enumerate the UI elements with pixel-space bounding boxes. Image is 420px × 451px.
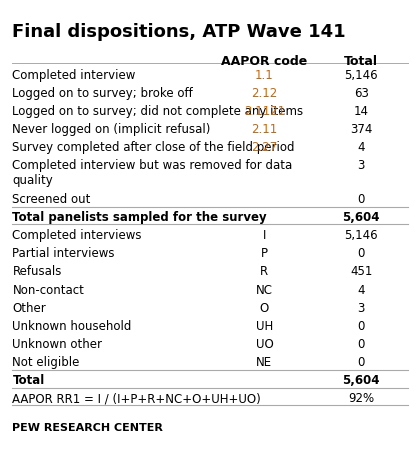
- Text: 5,604: 5,604: [342, 373, 380, 387]
- Text: UO: UO: [255, 337, 273, 350]
- Text: Other: Other: [13, 301, 46, 314]
- Text: AAPOR code: AAPOR code: [221, 55, 307, 68]
- Text: Total: Total: [13, 373, 45, 387]
- Text: 1.1: 1.1: [255, 69, 274, 82]
- Text: NE: NE: [256, 355, 273, 368]
- Text: 4: 4: [357, 141, 365, 154]
- Text: Unknown household: Unknown household: [13, 319, 132, 332]
- Text: 0: 0: [357, 319, 365, 332]
- Text: NC: NC: [256, 283, 273, 296]
- Text: PEW RESEARCH CENTER: PEW RESEARCH CENTER: [13, 423, 163, 433]
- Text: 0: 0: [357, 337, 365, 350]
- Text: 2.11: 2.11: [251, 123, 278, 136]
- Text: UH: UH: [256, 319, 273, 332]
- Text: O: O: [260, 301, 269, 314]
- Text: Screened out: Screened out: [13, 193, 91, 206]
- Text: 14: 14: [354, 105, 369, 118]
- Text: AAPOR RR1 = I / (I+P+R+NC+O+UH+UO): AAPOR RR1 = I / (I+P+R+NC+O+UH+UO): [13, 391, 261, 405]
- Text: 3: 3: [357, 159, 365, 172]
- Text: 0: 0: [357, 355, 365, 368]
- Text: I: I: [263, 229, 266, 242]
- Text: Non-contact: Non-contact: [13, 283, 84, 296]
- Text: 451: 451: [350, 265, 373, 278]
- Text: R: R: [260, 265, 268, 278]
- Text: Logged on to survey; did not complete any items: Logged on to survey; did not complete an…: [13, 105, 304, 118]
- Text: Not eligible: Not eligible: [13, 355, 80, 368]
- Text: 374: 374: [350, 123, 373, 136]
- Text: Total panelists sampled for the survey: Total panelists sampled for the survey: [13, 211, 267, 224]
- Text: 4: 4: [357, 283, 365, 296]
- Text: Completed interview but was removed for data
quality: Completed interview but was removed for …: [13, 159, 293, 187]
- Text: 2.27: 2.27: [251, 141, 278, 154]
- Text: Never logged on (implicit refusal): Never logged on (implicit refusal): [13, 123, 211, 136]
- Text: Refusals: Refusals: [13, 265, 62, 278]
- Text: Completed interviews: Completed interviews: [13, 229, 142, 242]
- Text: Logged on to survey; broke off: Logged on to survey; broke off: [13, 87, 193, 100]
- Text: Partial interviews: Partial interviews: [13, 247, 115, 260]
- Text: 2.1121: 2.1121: [244, 105, 285, 118]
- Text: Unknown other: Unknown other: [13, 337, 102, 350]
- Text: 5,146: 5,146: [344, 69, 378, 82]
- Text: 5,604: 5,604: [342, 211, 380, 224]
- Text: Completed interview: Completed interview: [13, 69, 136, 82]
- Text: 5,146: 5,146: [344, 229, 378, 242]
- Text: 2.12: 2.12: [251, 87, 278, 100]
- Text: 0: 0: [357, 247, 365, 260]
- Text: Survey completed after close of the field period: Survey completed after close of the fiel…: [13, 141, 295, 154]
- Text: 63: 63: [354, 87, 369, 100]
- Text: 0: 0: [357, 193, 365, 206]
- Text: Total: Total: [344, 55, 378, 68]
- Text: Final dispositions, ATP Wave 141: Final dispositions, ATP Wave 141: [13, 23, 346, 41]
- Text: 3: 3: [357, 301, 365, 314]
- Text: P: P: [261, 247, 268, 260]
- Text: 92%: 92%: [348, 391, 374, 405]
